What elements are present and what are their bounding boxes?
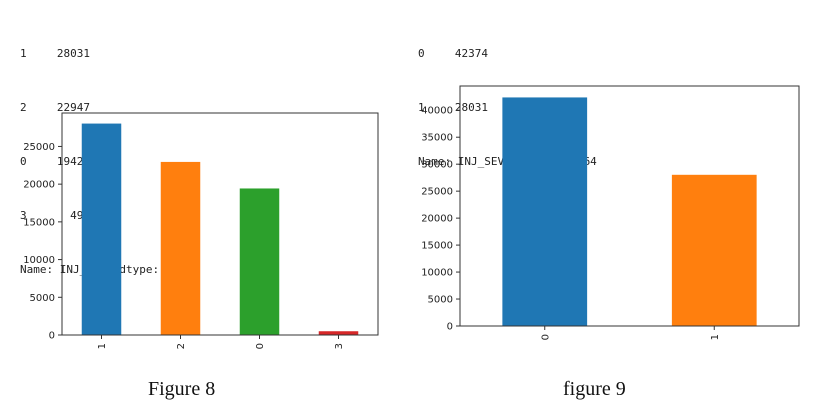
y-tick-label: 35000 bbox=[421, 133, 453, 144]
y-tick-label: 0 bbox=[49, 331, 55, 342]
bar-0 bbox=[239, 188, 280, 335]
y-tick-label: 10000 bbox=[23, 255, 55, 266]
bar-1 bbox=[671, 174, 757, 326]
figure8-bar-chart: 0 5000 10000 15000 20000 25000 1 2 0 3 bbox=[23, 112, 379, 349]
figure9-bar-chart: 0 5000 10000 15000 20000 25000 30000 35000 40000… bbox=[421, 85, 800, 340]
bar-2 bbox=[160, 161, 201, 335]
y-tick-label: 0 bbox=[447, 322, 453, 333]
bar-0 bbox=[502, 97, 588, 327]
y-tick-label: 20000 bbox=[23, 180, 55, 191]
y-tick-label: 40000 bbox=[421, 106, 453, 117]
figure9-caption: figure 9 bbox=[563, 378, 626, 400]
y-tick-label: 25000 bbox=[421, 187, 453, 198]
y-tick-label: 15000 bbox=[23, 217, 55, 228]
y-tick-label: 5000 bbox=[428, 295, 453, 306]
value-count-row: 1 28031 bbox=[20, 47, 90, 60]
x-tick-label: 0 bbox=[540, 334, 551, 340]
value-count-row: 0 19427 bbox=[20, 155, 90, 168]
figure8-caption: Figure 8 bbox=[148, 378, 216, 400]
bar-1 bbox=[81, 123, 122, 335]
y-tick-label: 5000 bbox=[30, 293, 55, 304]
value-count-row: 2 22947 bbox=[20, 101, 90, 114]
x-tick-label: 0 bbox=[255, 343, 266, 349]
figure9-chart: 0 5000 10000 15000 20000 25000 30000 35000 40000… bbox=[400, 0, 824, 370]
value-count-row: 0 42374 bbox=[418, 47, 488, 60]
x-tick-label: 2 bbox=[176, 343, 187, 349]
x-tick-label: 3 bbox=[334, 343, 345, 349]
figure8-chart: 0 5000 10000 15000 20000 25000 1 2 0 3 bbox=[0, 0, 400, 370]
y-tick-label: 10000 bbox=[421, 268, 453, 279]
plot-frame bbox=[459, 85, 800, 327]
x-tick-label: 1 bbox=[710, 334, 721, 340]
value-count-row: 1 28031 bbox=[418, 101, 488, 114]
y-tick-label: 25000 bbox=[23, 142, 55, 153]
y-tick-label: 20000 bbox=[421, 214, 453, 225]
y-tick-label: 15000 bbox=[421, 241, 453, 252]
plot-frame bbox=[61, 112, 379, 336]
y-tick-label: 30000 bbox=[421, 160, 453, 171]
x-tick-label: 1 bbox=[97, 343, 108, 349]
bar-3 bbox=[318, 331, 359, 335]
